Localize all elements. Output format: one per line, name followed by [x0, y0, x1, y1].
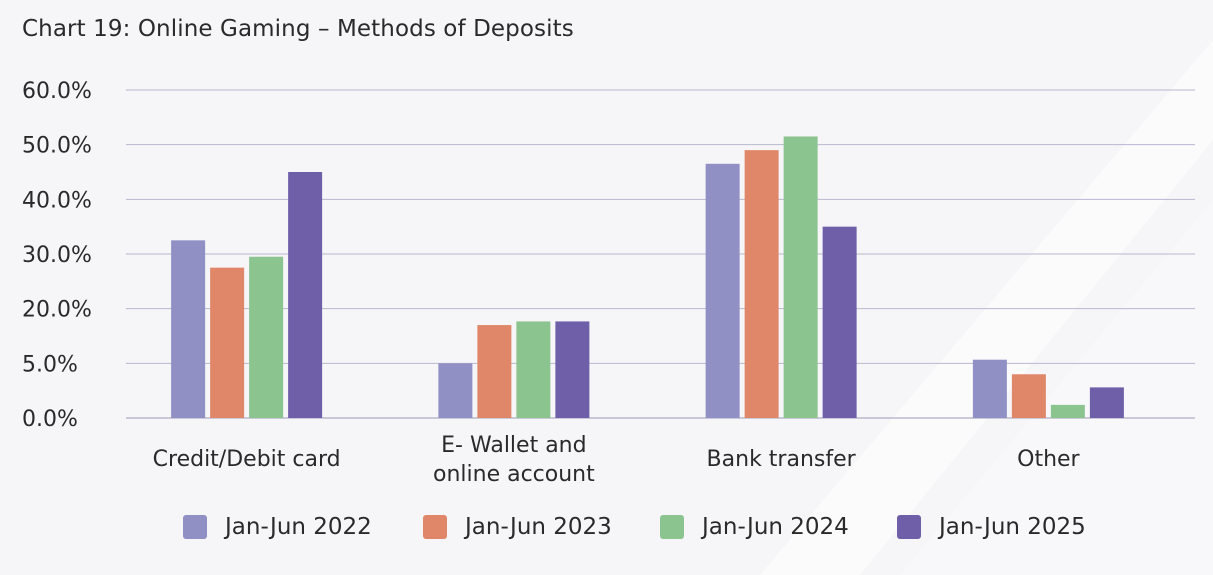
bar	[1050, 404, 1085, 418]
y-tick-label: 5.0%	[22, 352, 78, 377]
x-tick-label: Other	[1017, 447, 1080, 472]
legend-label: Jan-Jun 2025	[939, 514, 1086, 540]
legend-swatch	[423, 515, 447, 539]
legend-label: Jan-Jun 2024	[702, 514, 849, 540]
legend-swatch	[183, 515, 207, 539]
bar	[516, 321, 551, 418]
legend-item: Jan-Jun 2023	[423, 510, 612, 544]
x-tick-label: E- Wallet and	[441, 433, 586, 458]
legend-item: Jan-Jun 2025	[897, 510, 1086, 544]
x-tick-label: Credit/Debit card	[153, 447, 341, 472]
bar	[171, 240, 206, 418]
legend-label: Jan-Jun 2022	[225, 514, 372, 540]
bar	[822, 226, 857, 418]
legend-swatch	[897, 515, 921, 539]
y-tick-label: 40.0%	[22, 188, 92, 213]
bar	[555, 321, 590, 418]
legend-item: Jan-Jun 2022	[183, 510, 372, 544]
bar	[744, 150, 779, 418]
y-tick-label: 20.0%	[22, 298, 92, 323]
bar	[705, 163, 740, 418]
bar	[288, 172, 323, 418]
bar	[477, 325, 512, 418]
legend-swatch	[660, 515, 684, 539]
legend-item: Jan-Jun 2024	[660, 510, 849, 544]
bar	[210, 267, 245, 418]
y-tick-label: 30.0%	[22, 243, 92, 268]
y-tick-label: 50.0%	[22, 134, 92, 159]
x-tick-label: online account	[433, 462, 595, 487]
chart-legend: Jan-Jun 2022 Jan-Jun 2023 Jan-Jun 2024 Jan-…	[0, 510, 1213, 544]
bar	[1011, 374, 1046, 418]
bar	[438, 363, 473, 418]
bar	[1089, 387, 1124, 418]
bar	[783, 136, 818, 418]
y-tick-label: 60.0%	[22, 79, 92, 104]
y-tick-label: 0.0%	[22, 407, 78, 432]
bar	[249, 256, 284, 418]
chart-plot: 0.0% 5.0% 20.0% 30.0% 40.0% 50.0% 60.0% Credit/…	[22, 79, 1195, 487]
legend-label: Jan-Jun 2023	[465, 514, 612, 540]
bar	[972, 359, 1007, 418]
chart-title: Chart 19: Online Gaming – Methods of Dep…	[22, 16, 574, 42]
x-tick-label: Bank transfer	[707, 447, 857, 472]
